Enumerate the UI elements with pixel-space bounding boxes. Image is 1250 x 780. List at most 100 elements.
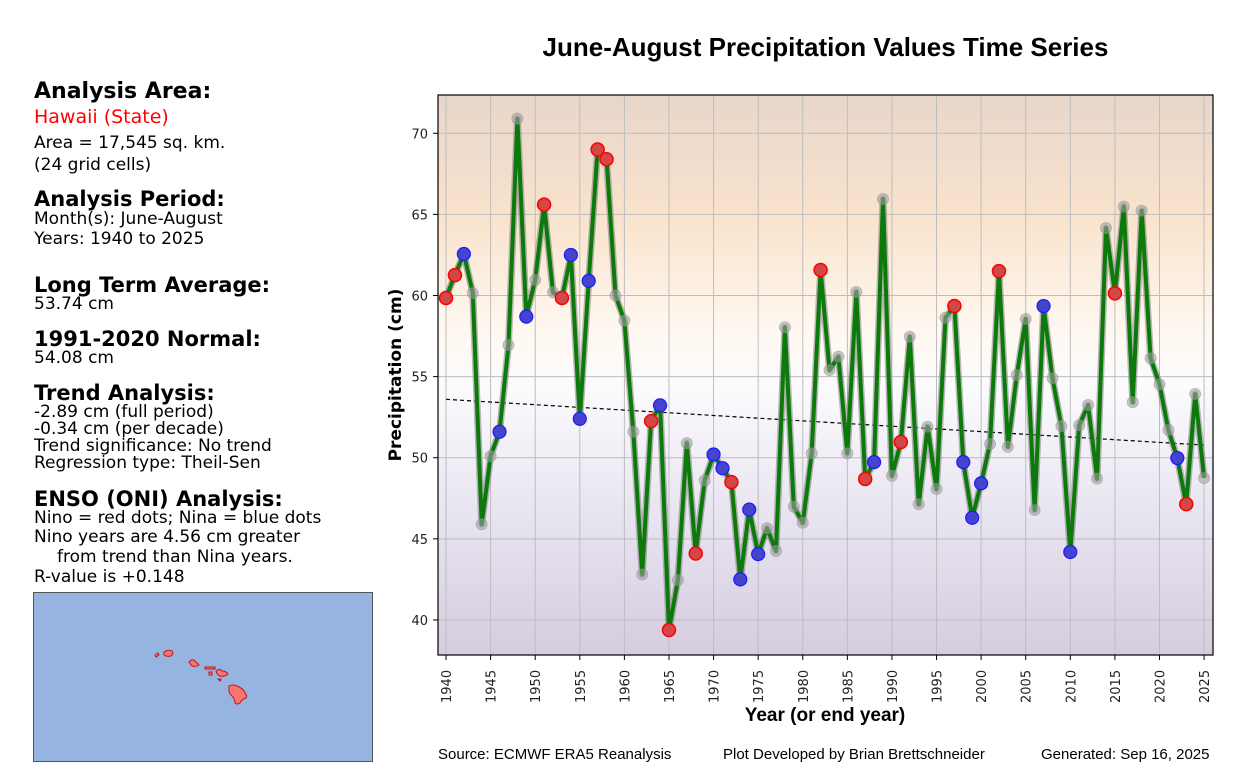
neutral-point (698, 474, 711, 487)
neutral-point (805, 447, 818, 460)
grid-cells: (24 grid cells) (34, 155, 152, 175)
neutral-point (1198, 472, 1211, 485)
x-tick-label: 1955 (574, 670, 589, 703)
plot-frame (437, 94, 1214, 656)
x-tick-label: 1980 (797, 670, 812, 703)
nino-point (447, 267, 463, 283)
y-tick-label: 55 (411, 371, 428, 386)
nino-point (590, 142, 605, 157)
x-axis-label: Year (or end year) (745, 705, 906, 726)
plot-area (438, 95, 1213, 655)
neutral-point (832, 350, 845, 363)
neutral-point (680, 437, 693, 450)
lta-value: 53.74 cm (34, 294, 114, 314)
neutral-point (778, 321, 791, 334)
neutral-point (850, 285, 863, 298)
x-tick-label: 1970 (708, 670, 723, 703)
x-tick-label: 1995 (931, 670, 946, 703)
x-tick-label: 1950 (529, 670, 544, 703)
y-tick-label: 70 (411, 127, 428, 142)
nina-point (1036, 298, 1051, 314)
nina-point (965, 510, 980, 525)
nina-point (563, 247, 578, 263)
precipitation-line (444, 116, 1207, 632)
x-tick-label: 1985 (841, 670, 856, 703)
nino-point (438, 290, 454, 306)
nino-point (599, 151, 614, 167)
info-panel: Analysis Area: Hawaii (State) Area = 17,… (34, 78, 404, 587)
nina-point (1063, 544, 1078, 560)
nina-point (492, 424, 507, 439)
y-tick-label: 60 (411, 290, 428, 305)
nino-point (893, 434, 909, 450)
neutral-point (475, 518, 488, 531)
neutral-point (1019, 313, 1032, 326)
neutral-point (511, 112, 524, 125)
nina-point (733, 572, 748, 587)
island-lanai (208, 671, 213, 676)
neutral-point (1099, 222, 1112, 235)
nino-point (1107, 286, 1123, 301)
nino-point (991, 263, 1007, 279)
footer-generated: Generated: Sep 16, 2025 (1041, 746, 1210, 763)
enso-diff-line1: Nino years are 4.56 cm greater (34, 527, 301, 547)
x-tick-label: 2025 (1198, 670, 1213, 703)
lta-heading: Long Term Average: (34, 273, 271, 297)
neutral-point (502, 338, 515, 351)
trend-full: -2.89 cm (full period) (34, 402, 214, 422)
neutral-point (618, 314, 631, 327)
nina-point (974, 476, 989, 491)
x-tick-label: 1975 (752, 670, 767, 703)
nina-point (715, 461, 730, 476)
neutral-point (609, 289, 622, 302)
trend-decade: -0.34 cm (per decade) (34, 419, 224, 439)
island-molokai (204, 666, 216, 670)
neutral-point (671, 574, 684, 587)
nina-point (742, 502, 757, 517)
nina-point (456, 246, 471, 262)
neutral-point (466, 287, 479, 300)
neutral-point (761, 522, 774, 535)
neutral-point (787, 500, 800, 513)
neutral-point (1135, 204, 1148, 217)
nino-point (643, 413, 659, 429)
nino-point (857, 471, 873, 487)
hawaii-map (33, 592, 373, 762)
trend-heading: Trend Analysis: (34, 381, 215, 405)
x-tick-label: 1990 (886, 670, 901, 703)
series-group (442, 115, 1208, 634)
neutral-point (1117, 200, 1130, 213)
x-tick-label: 2010 (1064, 670, 1079, 703)
neutral-point (1126, 396, 1139, 409)
neutral-point (770, 545, 783, 558)
enso-legend: Nino = red dots; Nina = blue dots (34, 508, 322, 528)
neutral-point (484, 450, 497, 463)
island-kauai (163, 649, 174, 657)
x-tick-label: 2020 (1153, 670, 1168, 703)
chart-title: June-August Precipitation Values Time Se… (542, 32, 1109, 62)
nina-point (581, 273, 596, 289)
nino-point (1178, 496, 1194, 512)
months-text: Month(s): June-August (34, 209, 223, 229)
neutral-point (885, 469, 898, 482)
x-tick-label: 1960 (618, 670, 633, 703)
neutral-point (1091, 472, 1104, 485)
island-maui (215, 669, 229, 677)
area-name: Hawaii (State) (34, 106, 169, 128)
nino-point (554, 290, 570, 306)
neutral-point (1144, 352, 1157, 365)
neutral-point (841, 447, 854, 460)
neutral-point (1162, 423, 1175, 436)
neutral-point (1153, 378, 1166, 391)
neutral-point (1073, 419, 1086, 432)
area-size: Area = 17,545 sq. km. (34, 133, 226, 153)
nina-point (652, 398, 668, 413)
neutral-point (823, 364, 836, 377)
footer-developer: Plot Developed by Brian Brettschneider (723, 746, 985, 763)
neutral-point (1010, 369, 1023, 381)
nino-point (813, 262, 828, 278)
island-kahoolawe (216, 678, 222, 682)
period-heading: Analysis Period: (34, 187, 225, 211)
nina-point (956, 455, 971, 470)
neutral-point (529, 273, 542, 286)
